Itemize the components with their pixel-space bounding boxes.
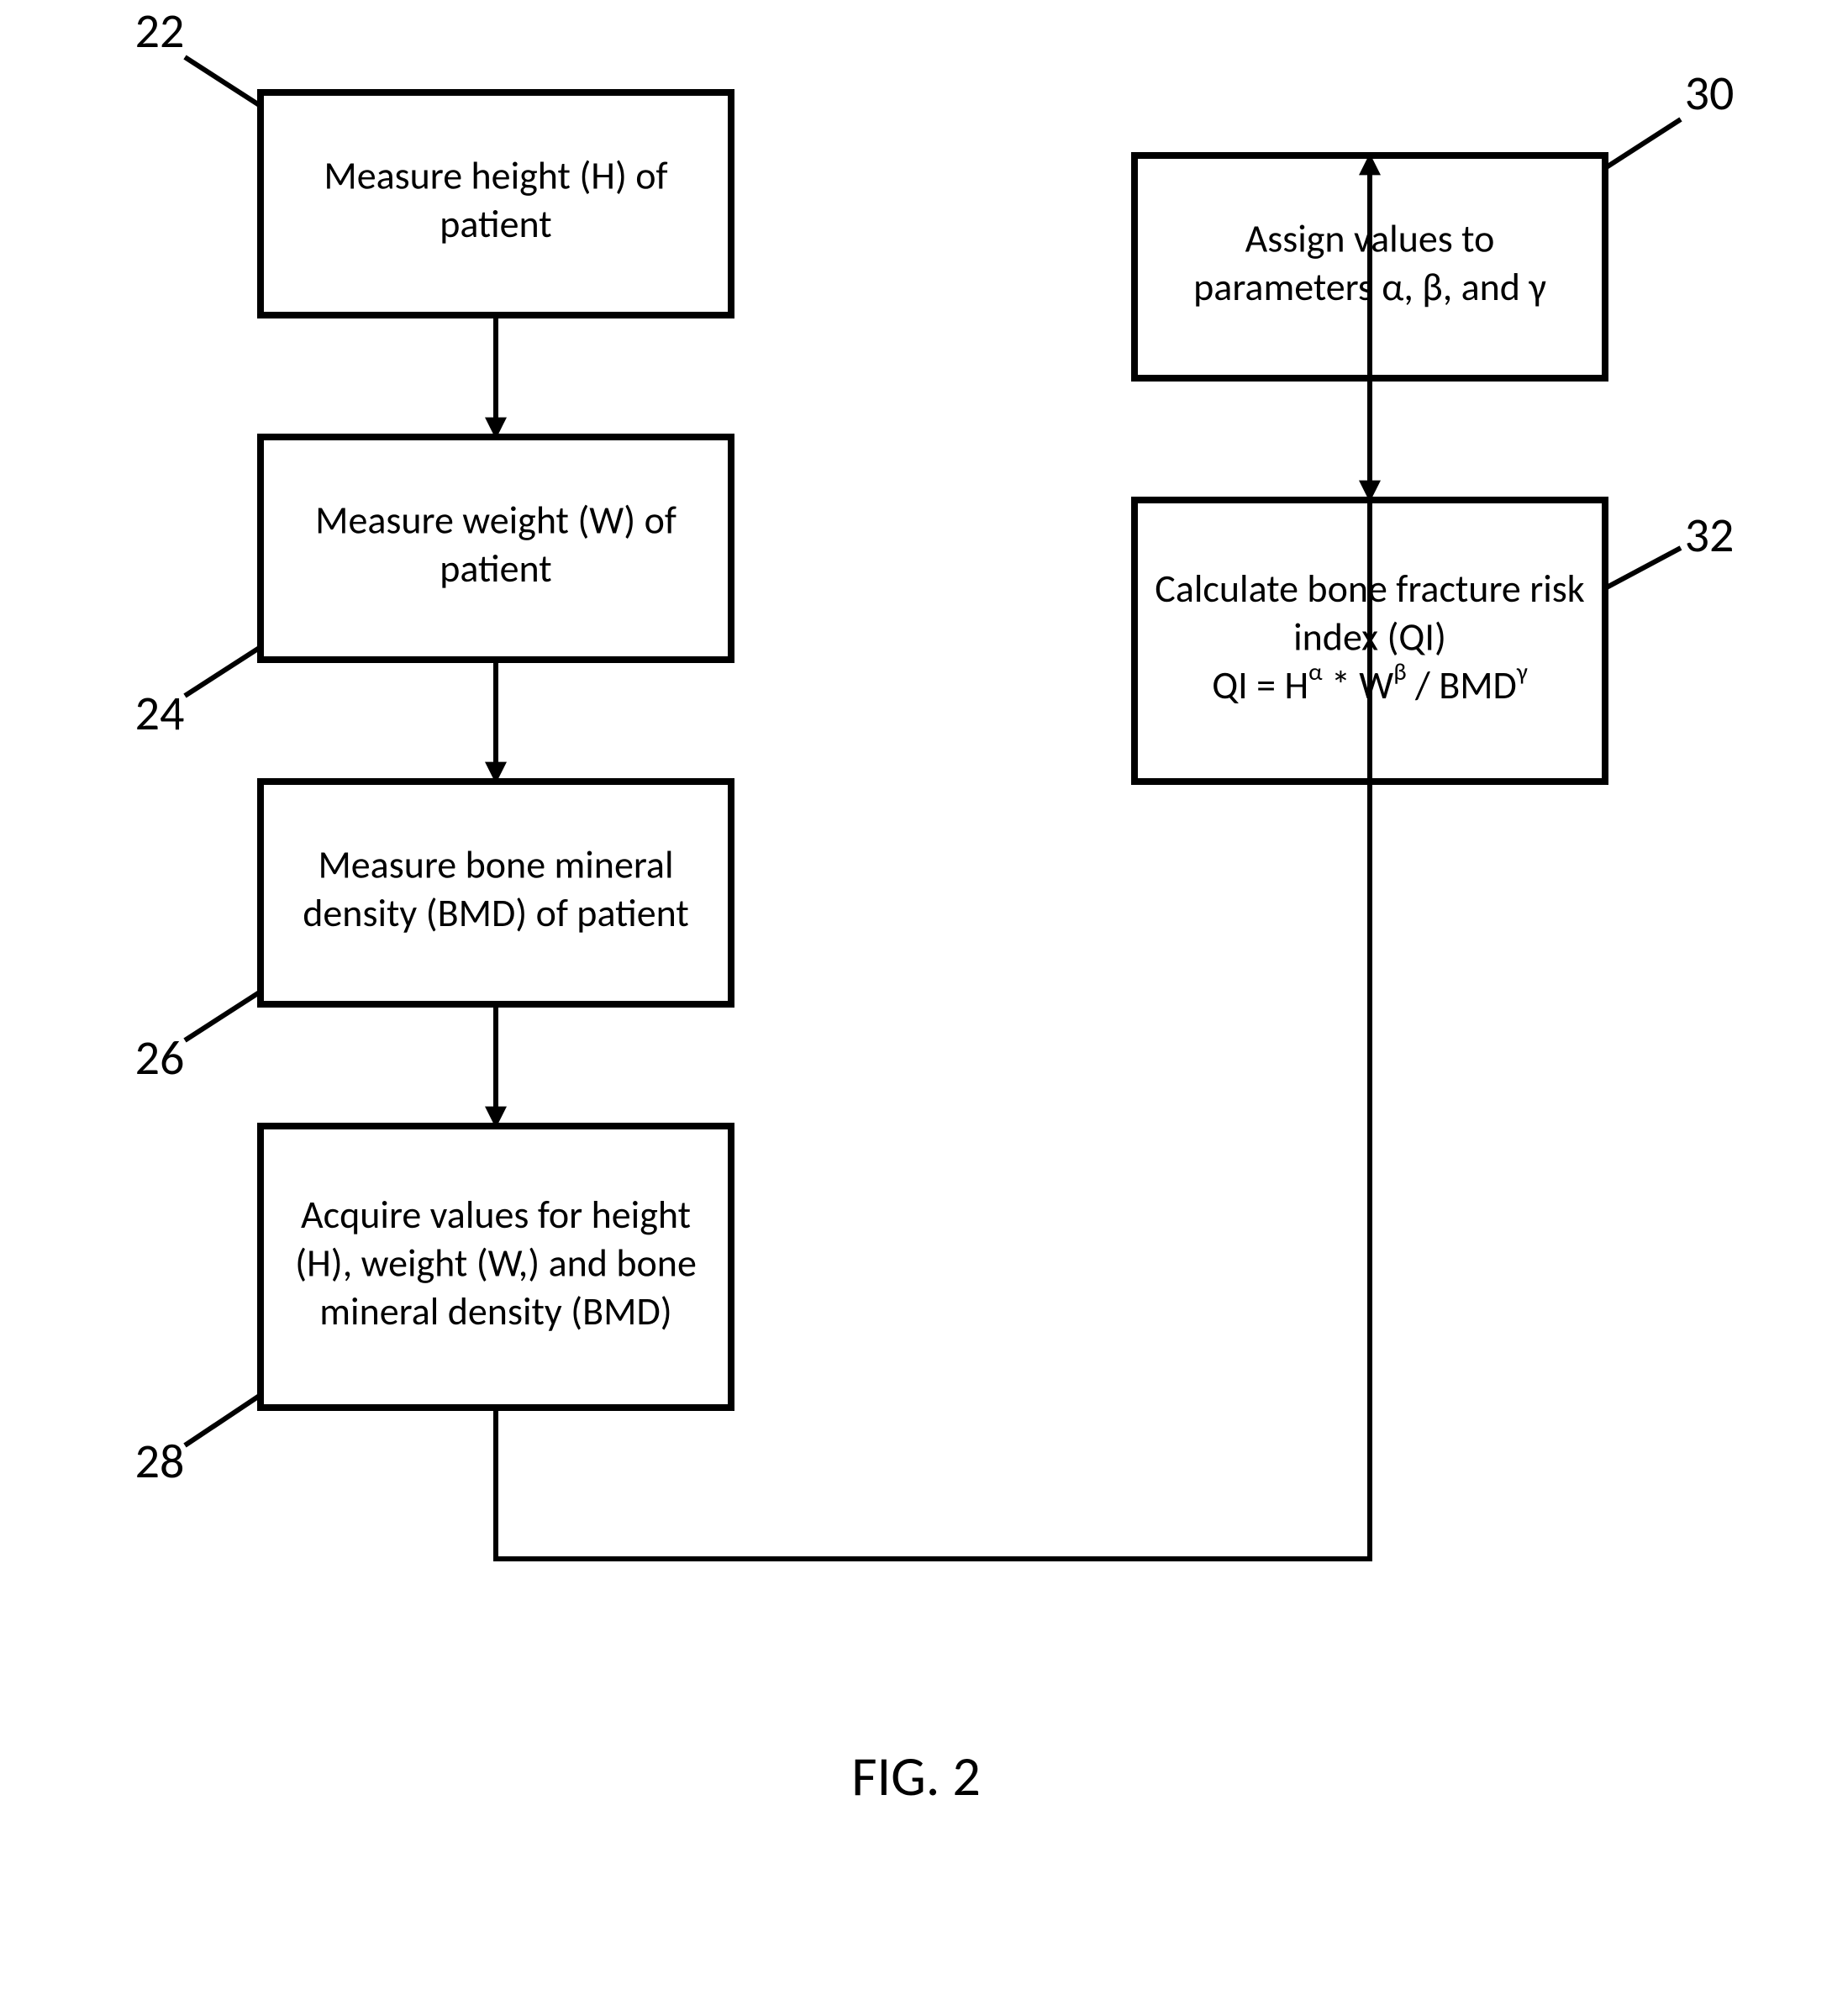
label-leader-n22 [185, 57, 261, 106]
flow-node-text: (H), weight (W,) and bone [295, 1240, 697, 1287]
flow-node-n22: Measure height (H) ofpatient [261, 92, 731, 315]
node-label-n32: 32 [1685, 505, 1735, 565]
node-label-n30: 30 [1685, 63, 1735, 123]
label-leader-n30 [1605, 119, 1681, 168]
flow-node-n28: Acquire values for height(H), weight (W,… [261, 1126, 731, 1408]
flow-node-text: Acquire values for height [301, 1192, 691, 1239]
flow-node-text: Measure height (H) of [324, 153, 667, 200]
flow-node-text: Measure bone mineral [318, 842, 673, 889]
flow-node-text: Measure weight (W) of [315, 497, 676, 545]
node-label-n22: 22 [135, 1, 185, 61]
figure-caption: FIG. 2 [851, 1742, 981, 1810]
flow-node-n26: Measure bone mineraldensity (BMD) of pat… [261, 782, 731, 1004]
label-leader-n24 [185, 647, 261, 696]
label-leader-n26 [185, 992, 261, 1040]
flow-node-text: patient [440, 201, 551, 248]
node-label-n28: 28 [135, 1431, 185, 1491]
flow-node-text: patient [440, 545, 551, 592]
flow-node-text: mineral density (BMD) [319, 1288, 671, 1335]
label-leader-n28 [185, 1395, 261, 1445]
flow-node-text: density (BMD) of patient [303, 890, 688, 937]
flow-node-n24: Measure weight (W) ofpatient [261, 437, 731, 660]
label-leader-n32 [1605, 548, 1681, 588]
node-label-n26: 26 [135, 1028, 185, 1087]
flowchart-diagram: Measure height (H) ofpatientMeasure weig… [0, 0, 1832, 2016]
node-label-n24: 24 [135, 683, 185, 743]
